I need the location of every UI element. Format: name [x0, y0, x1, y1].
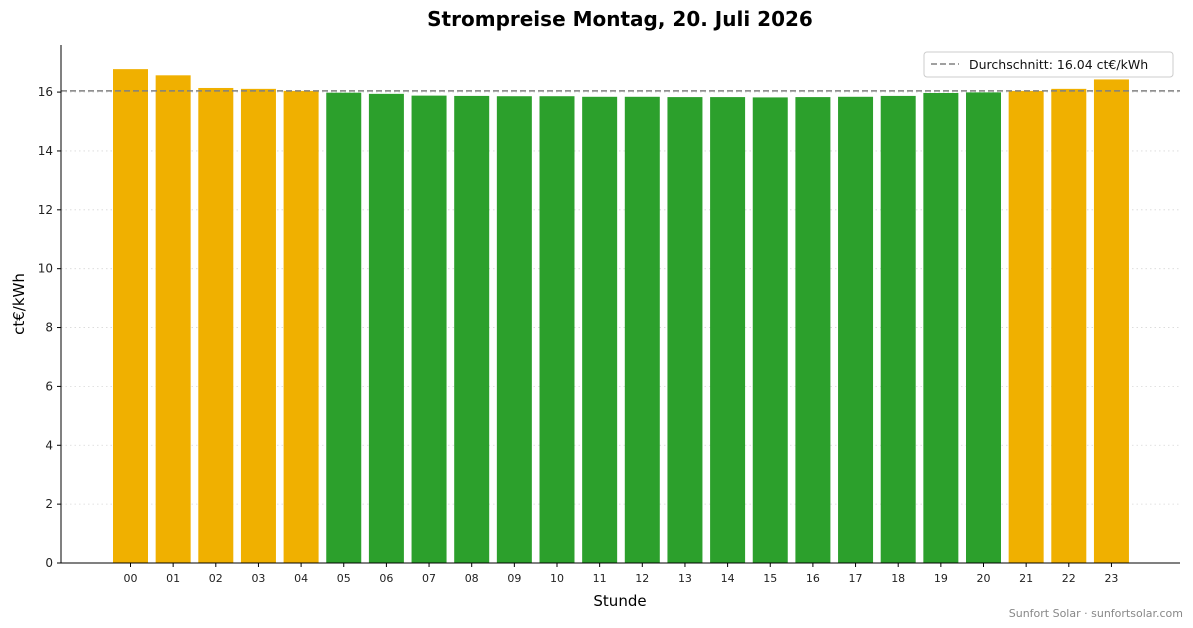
bar	[326, 92, 362, 564]
x-tick-label: 17	[849, 572, 863, 585]
x-tick-label: 10	[550, 572, 564, 585]
bar	[411, 95, 447, 563]
x-tick-label: 23	[1104, 572, 1118, 585]
bar	[923, 92, 959, 563]
bar	[1008, 90, 1044, 563]
bars	[113, 69, 1129, 564]
y-tick-label: 4	[45, 438, 53, 452]
y-tick-label: 12	[38, 203, 53, 217]
y-tick-label: 10	[38, 262, 53, 276]
y-tick-label: 2	[45, 497, 53, 511]
x-tick-label: 05	[337, 572, 351, 585]
bar	[624, 96, 660, 564]
bar	[795, 97, 831, 564]
x-tick-label: 13	[678, 572, 692, 585]
x-tick-label: 01	[166, 572, 180, 585]
bar	[240, 88, 276, 564]
chart-title: Strompreise Montag, 20. Juli 2026	[427, 7, 813, 31]
legend-label: Durchschnitt: 16.04 ct€/kWh	[969, 57, 1148, 72]
bar	[667, 97, 703, 564]
bar	[113, 69, 148, 563]
x-tick-label: 08	[465, 572, 479, 585]
x-tick-label: 18	[891, 572, 905, 585]
y-tick-label: 16	[38, 85, 53, 99]
x-tick-label: 16	[806, 572, 820, 585]
x-tick-label: 14	[721, 572, 735, 585]
x-tick-label: 03	[251, 572, 265, 585]
x-tick-label: 12	[635, 572, 649, 585]
x-tick-label: 19	[934, 572, 948, 585]
y-tick-label: 6	[45, 379, 53, 393]
legend: Durchschnitt: 16.04 ct€/kWh	[923, 51, 1174, 78]
bar	[368, 93, 404, 564]
bar	[752, 97, 788, 563]
y-tick-label: 14	[38, 144, 53, 158]
bar	[155, 75, 191, 564]
bar	[838, 96, 874, 564]
y-tick-label: 0	[45, 556, 53, 570]
bar	[283, 90, 319, 563]
x-tick-label: 11	[593, 572, 607, 585]
x-axis-label: Stunde	[593, 592, 646, 610]
bar	[539, 96, 575, 563]
y-tick-label: 8	[45, 321, 53, 335]
x-tick-label: 00	[124, 572, 138, 585]
bar	[496, 96, 532, 563]
x-tick-label: 07	[422, 572, 436, 585]
y-ticks: 0 2 4 6 8 10 12 14 16	[38, 85, 61, 570]
x-ticks: 00 01 02 03 04 05 06 07 08 09 10 11 12 13 14 15 16 17 18 19…	[124, 563, 1118, 585]
bar	[454, 95, 490, 563]
axes	[60, 45, 1180, 564]
bar	[966, 92, 1001, 563]
bar	[880, 95, 916, 563]
watermark: Sunfort Solar · sunfortsolar.com	[1009, 607, 1183, 620]
x-tick-label: 15	[763, 572, 777, 585]
y-axis-label: ct€/kWh	[10, 273, 28, 335]
bar	[1051, 88, 1087, 564]
bar	[198, 87, 234, 563]
bar	[1093, 79, 1129, 563]
x-tick-label: 09	[507, 572, 521, 585]
bar	[710, 97, 746, 564]
x-tick-label: 04	[294, 572, 308, 585]
bar	[582, 96, 618, 564]
x-tick-label: 06	[379, 572, 393, 585]
x-tick-label: 21	[1019, 572, 1033, 585]
x-tick-label: 02	[209, 572, 223, 585]
x-tick-label: 20	[977, 572, 991, 585]
legend-box	[923, 51, 1174, 78]
x-tick-label: 22	[1062, 572, 1076, 585]
